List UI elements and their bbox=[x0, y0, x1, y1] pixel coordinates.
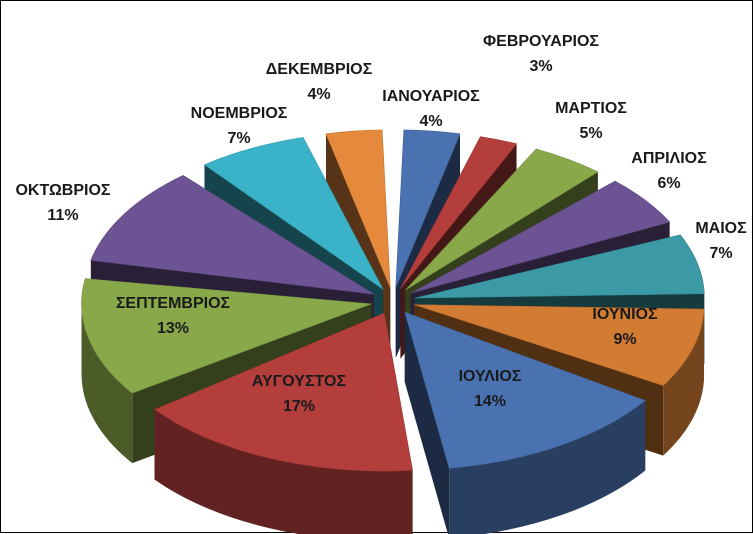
slice-percent-label: 11% bbox=[47, 207, 78, 224]
slice-top bbox=[404, 311, 646, 469]
slices-group bbox=[81, 129, 705, 534]
slice-category-label: ΑΠΡΙΛΙΟΣ bbox=[631, 150, 707, 167]
slice-category-label: ΦΕΒΡΟΥΑΡΙΟΣ bbox=[483, 33, 599, 50]
slice-top bbox=[153, 312, 413, 472]
slice-top bbox=[203, 137, 384, 290]
slice-percent-label: 14% bbox=[474, 393, 506, 410]
slice-percent-label: 9% bbox=[613, 331, 636, 348]
slice-category-label: ΣΕΠΤΕΜΒΡΙΟΣ bbox=[116, 295, 231, 312]
pie-slice bbox=[153, 312, 413, 534]
slice-top bbox=[400, 136, 518, 289]
slice-rim bbox=[154, 409, 413, 534]
slice-top bbox=[414, 304, 705, 386]
slice-category-label: ΙΑΝΟΥΑΡΙΟΣ bbox=[382, 88, 480, 105]
slice-category-label: ΟΚΤΩΒΡΙΟΣ bbox=[15, 182, 110, 199]
slice-percent-label: 3% bbox=[529, 58, 552, 75]
slice-percent-label: 7% bbox=[709, 245, 732, 262]
slice-category-label: ΝΟΕΜΒΡΙΟΣ bbox=[191, 105, 288, 122]
labels-group: ΙΑΝΟΥΑΡΙΟΣ 4% ΦΕΒΡΟΥΑΡΙΟΣ 3% ΜΑΡΤΙΟΣ 5% ΑΠΡΙΛΙ… bbox=[15, 33, 747, 415]
slice-rim bbox=[81, 303, 133, 464]
slice-side-wall bbox=[404, 312, 450, 534]
slice-percent-label: 17% bbox=[283, 398, 315, 415]
slice-top bbox=[405, 148, 599, 291]
slice-rim bbox=[663, 309, 705, 456]
pie-slice bbox=[404, 311, 646, 534]
slice-top bbox=[90, 175, 375, 295]
slice-category-label: ΜΑΙΟΣ bbox=[695, 220, 747, 237]
slice-percent-label: 13% bbox=[157, 320, 189, 337]
slice-category-label: ΑΥΓΟΥΣΤΟΣ bbox=[252, 373, 347, 390]
slice-percent-label: 6% bbox=[657, 175, 680, 192]
slice-category-label: ΜΑΡΤΙΟΣ bbox=[555, 100, 627, 117]
slice-top bbox=[410, 180, 671, 294]
slice-category-label: ΔΕΚΕΜΒΡΙΟΣ bbox=[266, 61, 373, 78]
slice-percent-label: 4% bbox=[419, 113, 442, 130]
slice-category-label: ΙΟΥΝΙΟΣ bbox=[592, 306, 658, 323]
slice-rim bbox=[449, 400, 646, 534]
slice-percent-label: 4% bbox=[307, 86, 330, 103]
slice-top bbox=[325, 129, 391, 289]
slice-percent-label: 5% bbox=[579, 125, 602, 142]
slice-percent-label: 7% bbox=[227, 130, 250, 147]
slice-top bbox=[414, 234, 705, 299]
slice-top bbox=[395, 129, 461, 289]
slice-top bbox=[81, 278, 372, 394]
slice-category-label: ΙΟΥΛΙΟΣ bbox=[459, 368, 522, 385]
